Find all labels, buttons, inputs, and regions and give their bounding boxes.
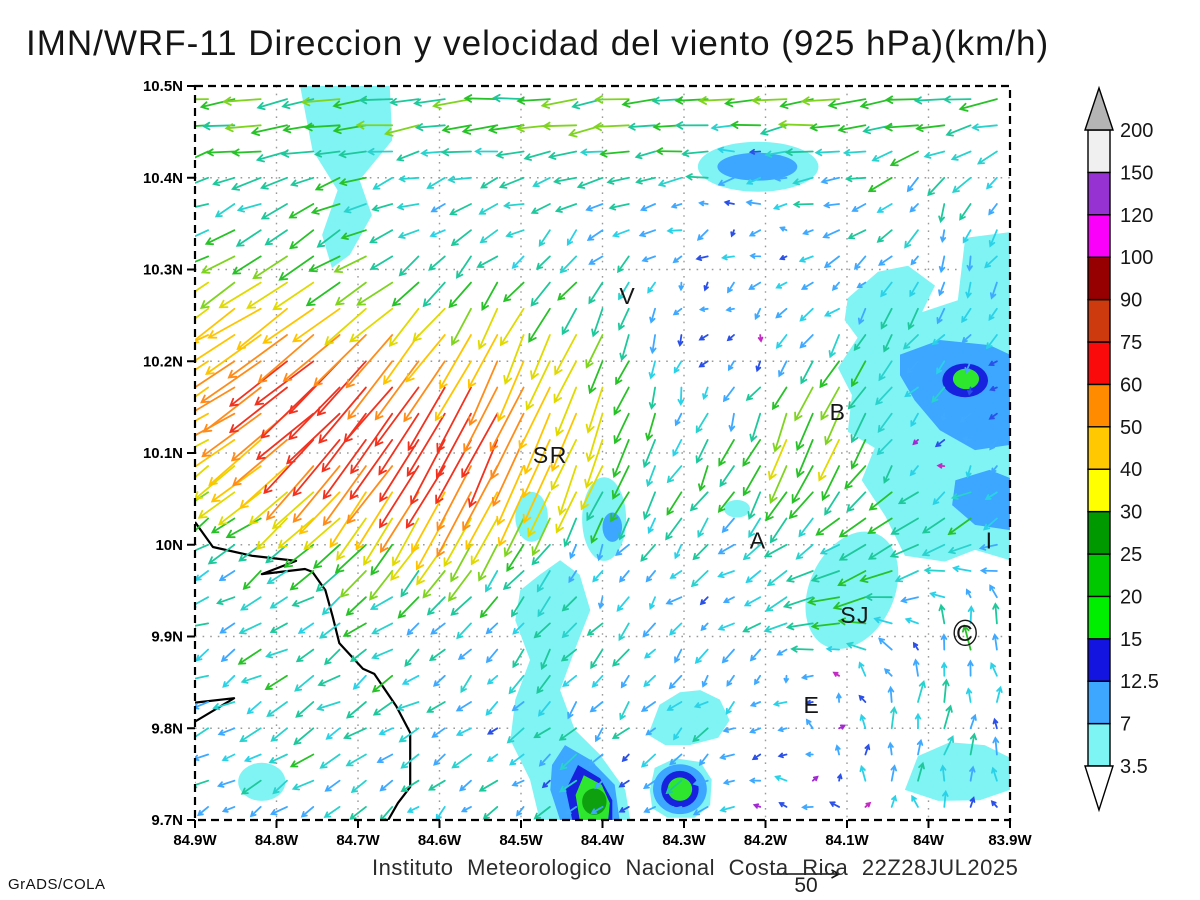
x-tick-label: 84.5W	[499, 832, 543, 849]
shade-south-band	[648, 690, 730, 746]
colorbar-tick-label: 120	[1120, 205, 1153, 227]
colorbar-tick-label: 200	[1120, 120, 1153, 142]
shade-blob2-green	[667, 777, 693, 801]
city-label-c: C	[956, 620, 974, 646]
shade-center-blob-a	[515, 491, 548, 542]
x-tick-label: 84W	[913, 832, 945, 849]
x-tick-label: 84.3W	[662, 832, 706, 849]
colorbar-tick-label: 60	[1120, 374, 1142, 396]
y-tick-label: 10.2N	[143, 353, 183, 370]
city-labels: V SR B A I SJ C E	[533, 283, 994, 718]
institute-footer: Instituto Meteorologico Nacional Costa R…	[372, 855, 1019, 880]
shade-north-blob-core	[717, 152, 798, 181]
city-label-b: B	[830, 399, 847, 425]
colorbar-tick-label: 50	[1120, 417, 1142, 439]
y-tick-label: 10N	[155, 537, 183, 554]
x-tick-label: 84.1W	[825, 832, 869, 849]
grads-credits: GrADS/COLA	[8, 876, 106, 893]
y-tick-label: 10.5N	[143, 78, 183, 95]
shade-nw-band	[300, 86, 393, 268]
shade-center-core	[602, 512, 623, 542]
city-label-a: A	[750, 527, 767, 553]
colorbar-tick-label: 12.5	[1120, 671, 1159, 693]
shade-a-dot	[723, 499, 751, 518]
colorbar-tick-label: 15	[1120, 629, 1142, 651]
y-tick-label: 9.9N	[151, 629, 183, 646]
plot-frame: 10.5N 10.4N 10.3N 10.2N 10.1N 10N 9.9N 9.8N 9.7N…	[143, 78, 1033, 849]
city-label-v: V	[619, 283, 636, 309]
x-tick-label: 84.7W	[336, 832, 380, 849]
city-marker-circle	[953, 619, 977, 647]
city-label-sr: SR	[533, 442, 568, 468]
x-tick-label: 84.8W	[255, 832, 299, 849]
y-tick-label: 9.8N	[151, 720, 183, 737]
city-label-sj: SJ	[840, 602, 870, 628]
city-label-e: E	[804, 692, 821, 718]
shade-se-patch	[904, 742, 1010, 801]
shade-south-snake	[510, 560, 631, 820]
x-tick-label: 84.6W	[418, 832, 462, 849]
colorbar-tick-label: 20	[1120, 586, 1142, 608]
x-tick-label: 84.2W	[744, 832, 788, 849]
colorbar-tick-label: 100	[1120, 247, 1153, 269]
colorbar-tick-label: 150	[1120, 162, 1153, 184]
wind-vectors	[195, 93, 1003, 820]
colorbar-tick-label: 75	[1120, 332, 1142, 354]
colorbar-tick-label: 3.5	[1120, 756, 1148, 778]
colorbar-above-arrow	[1084, 85, 1114, 131]
shade-east-max-core	[952, 368, 980, 390]
colorbar-tick-label: 40	[1120, 459, 1142, 481]
y-tick-label: 9.7N	[151, 812, 183, 829]
shade-east-core-lower	[952, 469, 1010, 531]
y-tick-label: 10.1N	[143, 445, 183, 462]
colorbar-below-arrow	[1084, 765, 1114, 813]
y-tick-label: 10.3N	[143, 262, 183, 279]
y-tick-label: 10.4N	[143, 170, 183, 187]
colorbar-tick-label: 7	[1120, 714, 1131, 736]
x-tick-label: 83.9W	[988, 832, 1032, 849]
chart-title: IMN/WRF-11 Direccion y velocidad del vie…	[26, 24, 1050, 63]
reference-arrow	[771, 869, 841, 879]
colorbar-tick-label: 30	[1120, 502, 1142, 524]
city-label-i: I	[986, 527, 994, 553]
shade-sw-dot	[238, 762, 286, 801]
colorbar-tick-label: 90	[1120, 290, 1142, 312]
reference-vector-label: 50	[794, 874, 818, 897]
x-tick-label: 84.4W	[581, 832, 625, 849]
shaded-regions	[238, 86, 1010, 820]
x-tick-label: 84.9W	[173, 832, 217, 849]
colorbar: 3.5 7 12.5 15 20 25 30 40 50 60 75 90 100 120 150 200	[1084, 85, 1159, 813]
colorbar-tick-label: 25	[1120, 544, 1142, 566]
